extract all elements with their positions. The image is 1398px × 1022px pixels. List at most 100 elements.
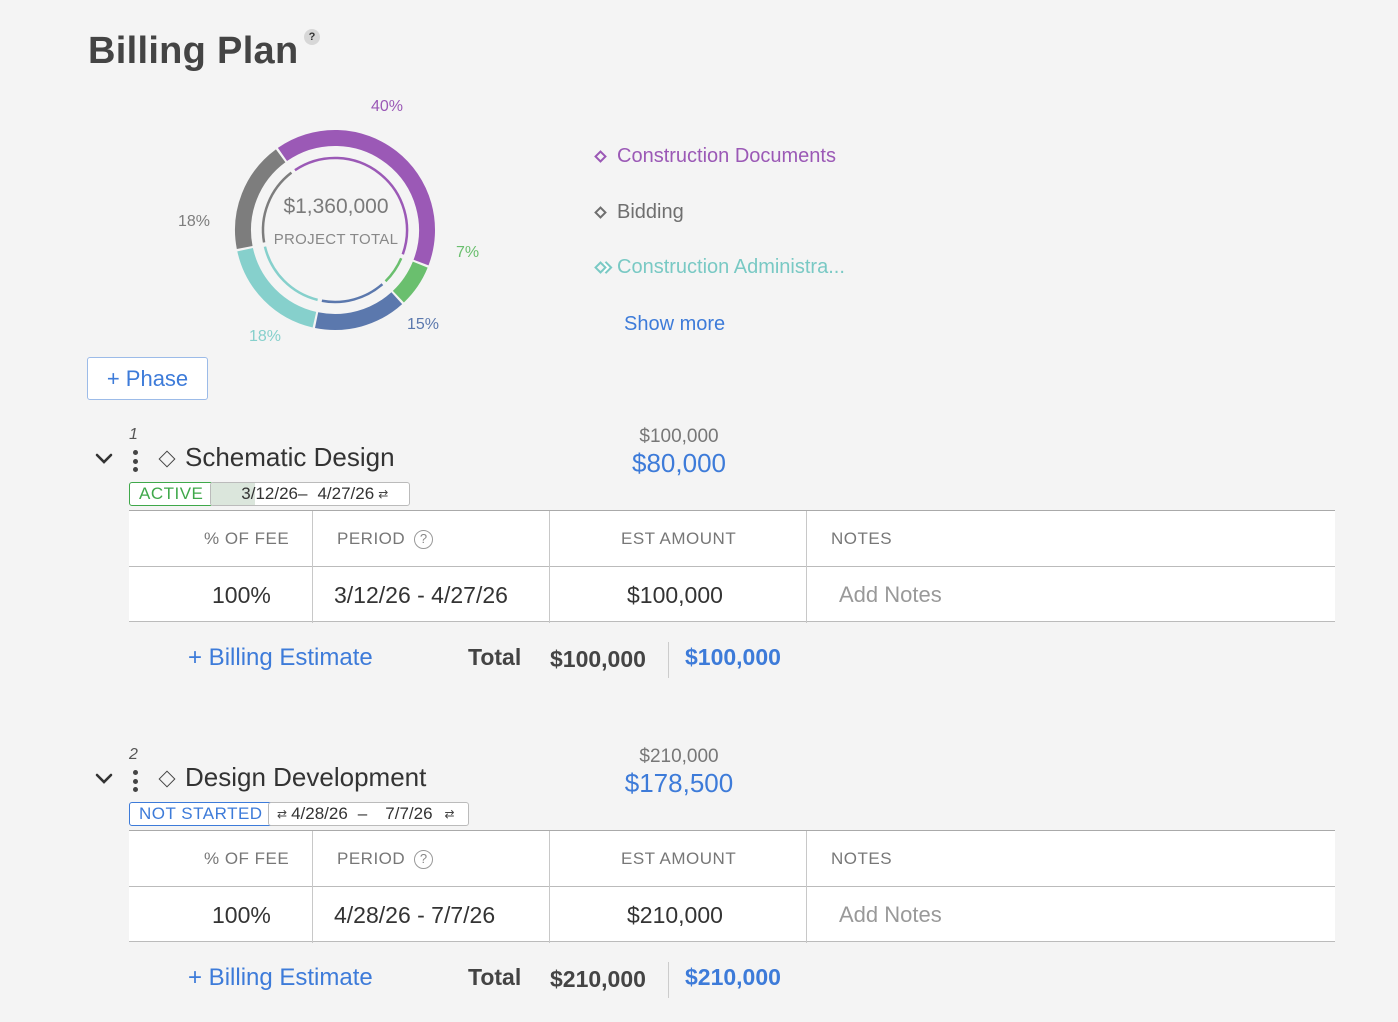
help-icon[interactable]: ? [414, 529, 434, 549]
outer-slice-3[interactable] [314, 292, 403, 330]
cell-period[interactable]: 3/12/26 - 4/27/26 [334, 581, 508, 608]
header-notes: NOTES [831, 849, 893, 868]
date-end: 4/27/26 [317, 484, 375, 503]
outer-slice-1[interactable] [277, 130, 435, 266]
header-period: PERIOD ? [337, 511, 434, 567]
total-billed: $100,000 [685, 644, 781, 670]
phase-name[interactable]: Schematic Design [185, 442, 395, 472]
cell-est-amount[interactable]: $210,000 [627, 901, 723, 928]
legend-label: Construction Administra... [617, 256, 845, 278]
table-header-row: % OF FEE PERIOD ? EST AMOUNT NOTES [129, 511, 1335, 567]
show-more-link[interactable]: Show more [624, 313, 726, 335]
add-billing-estimate-button[interactable]: + Billing Estimate [188, 644, 373, 671]
outer-slice-5[interactable] [235, 149, 286, 250]
diamond-icon [158, 450, 176, 468]
date-range-picker[interactable]: ⇄ 4/28/26 – 7/7/26 ⇄ [268, 802, 469, 826]
donut-svg [235, 130, 435, 330]
table-header-row: % OF FEE PERIOD ? EST AMOUNT NOTES [129, 831, 1335, 887]
diamond-icon [158, 770, 176, 788]
table-row: 100% 3/12/26 - 4/27/26 $100,000 Add Note… [129, 567, 1335, 623]
progress-fill: 3/12/26 [211, 483, 298, 505]
header-pct-of-fee: % OF FEE [204, 849, 290, 868]
project-total-donut: 40% 7% 15% 18% 18% $1,360,000 PROJECT TO… [160, 90, 500, 350]
status-badge[interactable]: ACTIVE [129, 482, 214, 506]
total-divider [668, 962, 669, 998]
chevron-down-icon[interactable] [95, 772, 113, 786]
legend-label: Bidding [617, 201, 684, 223]
inner-slice-5[interactable] [261, 171, 293, 243]
phase-budget: $210,000 [639, 746, 719, 767]
total-divider [668, 642, 669, 678]
help-icon[interactable]: ? [304, 29, 320, 45]
phase-budget: $100,000 [639, 426, 719, 447]
date-range-picker[interactable]: 3/12/26 – 4/27/26 ⇄ [210, 482, 410, 506]
outer-slice-4[interactable] [237, 247, 317, 328]
inner-slice-4[interactable] [263, 246, 318, 302]
phase-card: 2 Design Development $210,000 $178,500 N… [0, 746, 1398, 1022]
phase-number: 1 [129, 426, 138, 443]
project-total-label: PROJECT TOTAL [273, 231, 399, 248]
status-label: NOT STARTED [139, 804, 263, 823]
page-title: Billing Plan [88, 30, 299, 72]
header-period-label: PERIOD [337, 849, 406, 868]
date-dash: – [298, 484, 308, 503]
legend-item-construction-documents[interactable]: Construction Documents [594, 145, 836, 168]
date-start: 3/12/26 [241, 484, 298, 503]
legend-label: Construction Documents [617, 145, 836, 167]
date-dash: – [357, 804, 368, 823]
inner-slice-3[interactable] [321, 283, 384, 304]
header-pct-of-fee: % OF FEE [204, 529, 290, 548]
phase-card: 1 Schematic Design $100,000 $80,000 ACTI… [0, 426, 1398, 726]
slice-label-green: 7% [456, 244, 480, 261]
total-billed: $210,000 [685, 964, 781, 990]
add-billing-estimate-button[interactable]: + Billing Estimate [188, 964, 373, 991]
cell-pct-of-fee[interactable]: 100% [212, 581, 271, 608]
header-est-amount: EST AMOUNT [621, 529, 737, 548]
table-row: 100% 4/28/26 - 7/7/26 $210,000 Add Notes [129, 887, 1335, 943]
project-total-amount: $1,360,000 [283, 195, 389, 218]
status-label: ACTIVE [139, 484, 204, 503]
swap-icon[interactable]: ⇄ [378, 487, 389, 501]
status-badge[interactable]: NOT STARTED [129, 802, 273, 826]
date-start: 4/28/26 [291, 804, 348, 823]
add-phase-button[interactable]: + Phase [87, 357, 208, 400]
header-est-amount: EST AMOUNT [621, 849, 737, 868]
header-period: PERIOD ? [337, 831, 434, 887]
outer-slice-2[interactable] [392, 261, 428, 303]
phase-footer: + Billing Estimate Total $210,000 $210,0… [0, 962, 1398, 998]
billing-estimates-table: % OF FEE PERIOD ? EST AMOUNT NOTES 100% … [129, 830, 1335, 943]
help-icon[interactable]: ? [414, 849, 434, 869]
slice-label-construction-administration: 18% [249, 328, 282, 345]
phase-footer: + Billing Estimate Total $100,000 $100,0… [0, 642, 1398, 678]
total-amount: $210,000 [550, 966, 646, 992]
phase-amount[interactable]: $178,500 [624, 768, 734, 798]
donut-inner-ring [261, 156, 409, 304]
donut-outer-ring [235, 130, 435, 330]
slice-label-bidding: 18% [178, 213, 211, 230]
notes-input[interactable]: Add Notes [839, 902, 942, 927]
cell-est-amount[interactable]: $100,000 [627, 581, 723, 608]
total-label: Total [468, 644, 522, 670]
legend-item-construction-administration[interactable]: Construction Administra... [594, 256, 845, 279]
phase-name[interactable]: Design Development [185, 762, 427, 792]
kebab-menu-icon[interactable] [128, 768, 142, 794]
phase-amount[interactable]: $80,000 [632, 448, 726, 478]
inner-slice-2[interactable] [384, 257, 403, 283]
slice-label-blue: 15% [407, 316, 440, 333]
notes-input[interactable]: Add Notes [839, 582, 942, 607]
billing-estimates-table: % OF FEE PERIOD ? EST AMOUNT NOTES 100% … [129, 510, 1335, 623]
cell-period[interactable]: 4/28/26 - 7/7/26 [334, 901, 496, 928]
cell-pct-of-fee[interactable]: 100% [212, 901, 271, 928]
header-notes: NOTES [831, 529, 893, 548]
swap-icon[interactable]: ⇄ [444, 807, 455, 821]
diamond-icon [594, 206, 607, 219]
inner-slice-1[interactable] [294, 156, 409, 255]
diamond-icon [594, 261, 607, 274]
chevron-down-icon[interactable] [95, 452, 113, 466]
total-label: Total [468, 964, 522, 990]
header-period-label: PERIOD [337, 529, 406, 548]
legend-item-bidding[interactable]: Bidding [594, 201, 684, 224]
kebab-menu-icon[interactable] [128, 448, 142, 474]
swap-icon[interactable]: ⇄ [277, 807, 288, 821]
